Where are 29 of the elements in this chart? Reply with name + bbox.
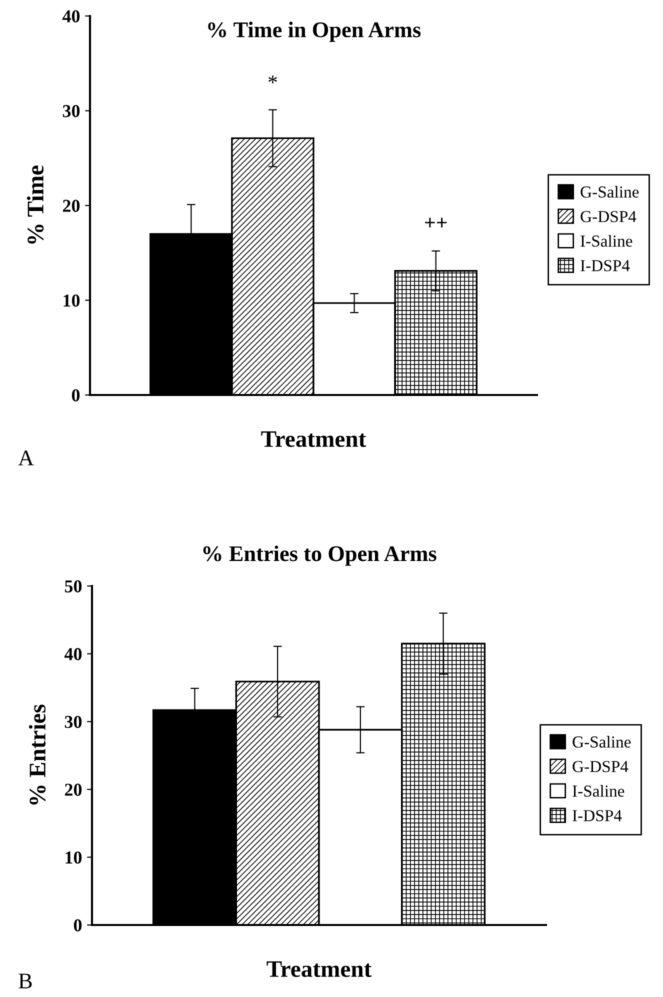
y-tick-label: 30 — [64, 716, 82, 728]
y-tick-label: 40 — [64, 648, 82, 660]
legend-label: I-Saline — [580, 235, 632, 247]
legend-label: I-DSP4 — [572, 810, 622, 822]
y-tick-label: 0 — [72, 389, 80, 402]
y-tick-label: 0 — [74, 919, 82, 932]
chart-title: % Entries to Open Arms — [203, 546, 436, 566]
y-axis-title: % Time — [26, 166, 44, 244]
y-axis-title: % Entries — [28, 704, 46, 805]
legend-label: I-DSP4 — [580, 260, 630, 272]
y-tick-label: 10 — [64, 294, 80, 307]
text: A — [18, 450, 34, 466]
y-tick-label: 10 — [66, 851, 82, 864]
y-tick-label: 40 — [62, 10, 80, 22]
y-tick-label: 20 — [62, 200, 80, 212]
legend-label: I-Saline — [572, 785, 624, 797]
legend-label: G-Saline — [572, 736, 631, 748]
y-tick-label: 20 — [64, 784, 82, 796]
x-axis-title: Treatment — [266, 961, 372, 978]
y-tick-label: 50 — [64, 580, 82, 592]
x-axis-title: Treatment — [261, 431, 366, 448]
annotation: ++ — [425, 218, 447, 228]
chart-title: % Time in Open Arms — [208, 22, 421, 42]
y-tick-label: 30 — [62, 105, 80, 118]
legend-label: G-DSP4 — [572, 760, 628, 772]
legend-label: G-Saline — [580, 186, 639, 198]
text: B — [18, 974, 32, 988]
legend-label: G-DSP4 — [580, 210, 636, 222]
annotation: * — [268, 76, 277, 84]
